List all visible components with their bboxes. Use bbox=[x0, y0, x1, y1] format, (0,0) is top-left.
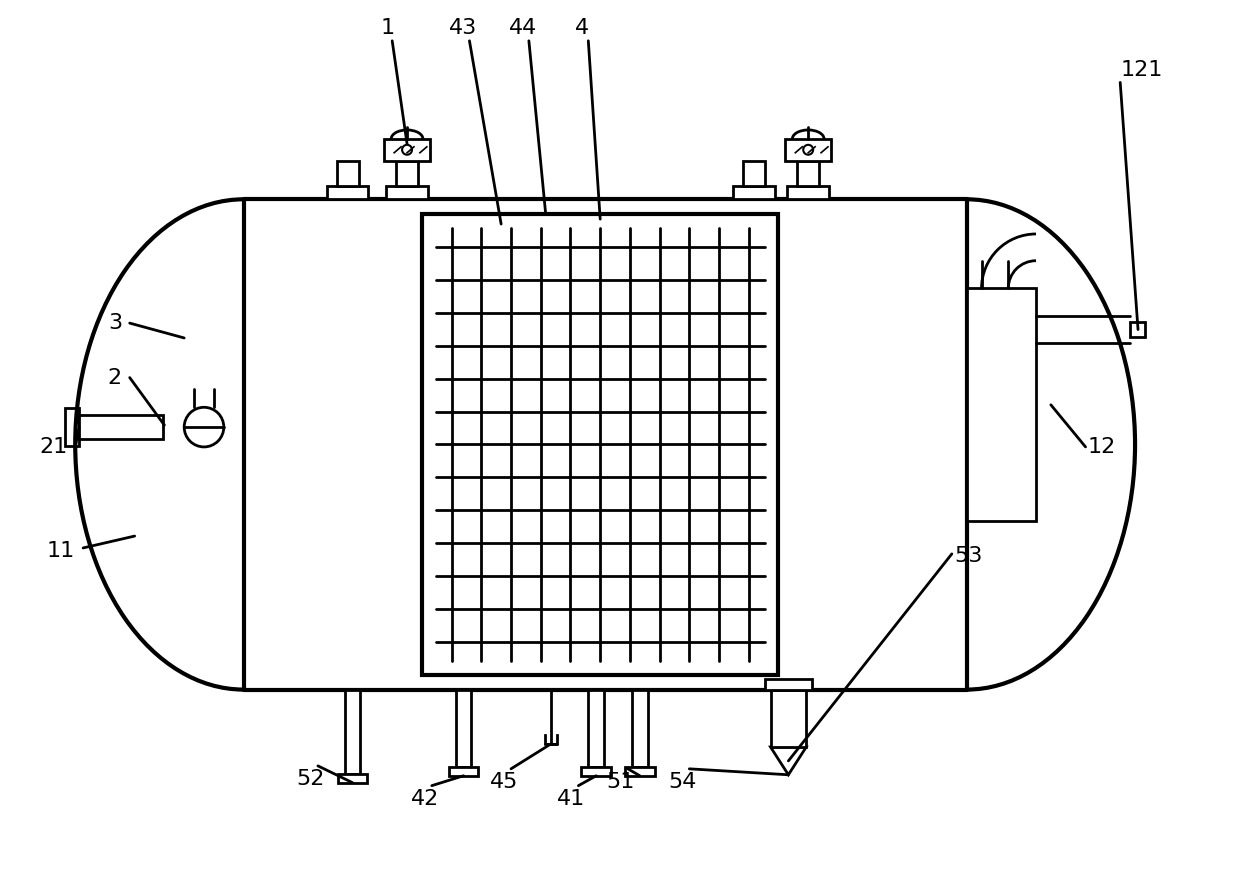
Bar bbox=[337, 774, 367, 782]
Bar bbox=[588, 689, 604, 766]
Bar bbox=[66, 409, 79, 446]
Text: 4: 4 bbox=[575, 18, 589, 38]
Bar bbox=[345, 689, 361, 774]
Text: 2: 2 bbox=[108, 367, 122, 388]
Text: 21: 21 bbox=[38, 437, 67, 457]
Bar bbox=[327, 187, 368, 199]
Text: 42: 42 bbox=[410, 788, 439, 809]
Bar bbox=[396, 160, 418, 187]
Bar bbox=[625, 766, 655, 776]
Bar bbox=[582, 766, 611, 776]
Text: 41: 41 bbox=[557, 788, 585, 809]
Text: 3: 3 bbox=[109, 313, 123, 333]
Text: 12: 12 bbox=[1087, 437, 1116, 457]
Text: 45: 45 bbox=[490, 772, 518, 792]
Bar bbox=[422, 214, 779, 674]
Bar bbox=[384, 139, 430, 160]
Text: 52: 52 bbox=[296, 769, 325, 788]
Text: 44: 44 bbox=[508, 18, 537, 38]
Bar bbox=[787, 187, 830, 199]
Bar bbox=[785, 139, 831, 160]
Text: 51: 51 bbox=[606, 772, 635, 792]
Bar bbox=[449, 766, 479, 776]
Text: 11: 11 bbox=[47, 541, 76, 561]
Bar bbox=[765, 679, 812, 689]
Bar bbox=[386, 187, 428, 199]
Bar bbox=[337, 160, 358, 187]
Text: 53: 53 bbox=[955, 545, 983, 566]
Bar bbox=[455, 689, 471, 766]
Bar bbox=[743, 160, 765, 187]
Bar bbox=[733, 187, 775, 199]
Bar bbox=[1130, 322, 1145, 337]
Text: 54: 54 bbox=[668, 772, 697, 792]
Text: 43: 43 bbox=[449, 18, 477, 38]
Text: 1: 1 bbox=[381, 18, 394, 38]
Bar bbox=[770, 689, 806, 747]
Bar bbox=[79, 415, 164, 439]
Bar bbox=[967, 289, 1035, 521]
Bar bbox=[797, 160, 820, 187]
Bar bbox=[632, 689, 647, 766]
Text: 121: 121 bbox=[1120, 61, 1163, 81]
